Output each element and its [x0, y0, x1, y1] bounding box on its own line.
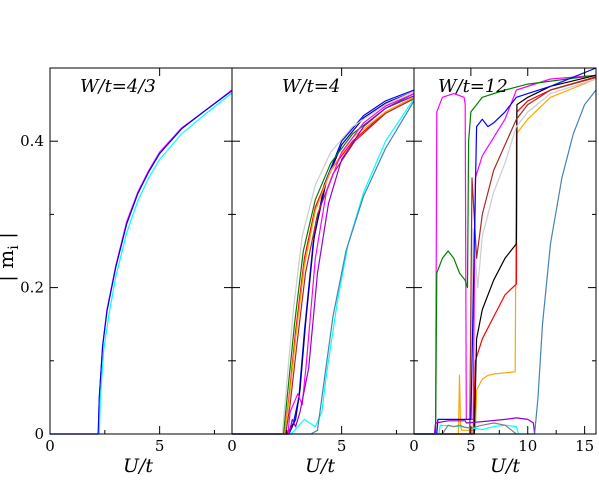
- panel-3-series-line-10: [414, 424, 520, 435]
- y-tick-label: 0: [34, 425, 44, 443]
- panel-2-series-line-10: [232, 98, 415, 435]
- panel-2-title: W/t=4: [282, 76, 340, 97]
- panel-3-series-line-8: [414, 67, 597, 435]
- panel-2-series-line-3: [232, 96, 415, 435]
- panel-1-series-line-1: [50, 89, 233, 435]
- panel-3-series-line-6: [414, 78, 597, 435]
- panel-3-xlabel: U/t: [490, 455, 520, 477]
- panel-1-x-tick-label: 0: [45, 437, 55, 455]
- panel-3: 0 5 10 15 W/t=12 U/t: [409, 67, 597, 477]
- panel-3-series-line-3: [414, 78, 597, 435]
- y-axis-label-text: | mi |: [0, 232, 22, 282]
- panel-1-series-line-2: [50, 90, 233, 435]
- panel-1-xlabel: U/t: [123, 455, 153, 477]
- panel-1: 0 5 0 0.2 0.4 W/t=4/3 U/t: [20, 67, 233, 477]
- panel-2-x-tick-label: 5: [337, 437, 347, 455]
- panel-2-series-line-8: [232, 93, 415, 435]
- panel-3-x-tick-label: 5: [466, 437, 476, 455]
- panel-3-series-line-5: [414, 74, 597, 435]
- panel-3-x-tick-label: 10: [518, 437, 537, 455]
- panel-2-series-line-5: [232, 96, 415, 435]
- panel-3-series-line-9: [414, 417, 536, 435]
- panel-3-series-line-11: [414, 89, 597, 435]
- panel-2-series-line-1: [232, 89, 415, 435]
- panel-3-series-line-12: [414, 422, 517, 435]
- panel-3-series-line-1: [414, 74, 597, 435]
- panel-1-x-tick-label: 5: [155, 437, 165, 455]
- panel-2-series-line-9: [232, 95, 415, 435]
- panel-2-series-line-4: [232, 93, 415, 435]
- panel-3-x-tick-label: 15: [575, 437, 594, 455]
- panel-2-xlabel: U/t: [305, 455, 335, 477]
- panel-2-x-tick-label: 0: [227, 437, 237, 455]
- panel-3-series-line-2: [414, 74, 597, 435]
- panel-3-x-tick-label: 0: [409, 437, 419, 455]
- panel-2-series-line-7: [232, 98, 415, 435]
- panel-2-series-line-11: [232, 100, 415, 435]
- panel-3-title: W/t=12: [438, 76, 508, 97]
- panel-1-title: W/t=4/3: [80, 76, 156, 97]
- panel-2-series-line-2: [232, 90, 415, 435]
- panel-1-frame: [49, 67, 233, 435]
- panel-2: 0 5 W/t=4 U/t: [227, 67, 415, 477]
- y-tick-label: 0.4: [20, 132, 44, 150]
- panel-1-series-line-3: [50, 92, 233, 435]
- y-tick-label: 0.2: [20, 279, 44, 297]
- panel-3-frame: [413, 67, 597, 435]
- panel-3-series-line-7: [414, 76, 597, 435]
- panel-3-series-line-4: [414, 76, 597, 435]
- y-axis-label: | mi |: [0, 232, 22, 282]
- panel-2-frame: [231, 67, 415, 435]
- panel-2-series-line-6: [232, 90, 415, 435]
